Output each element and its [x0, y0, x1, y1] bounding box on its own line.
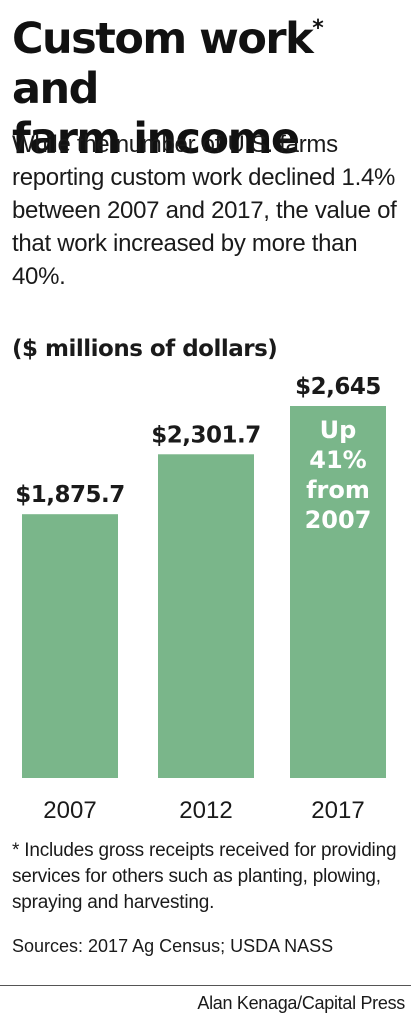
category-label-2012: 2012	[179, 797, 232, 824]
bar-2017	[290, 406, 386, 778]
credit: Alan Kenaga/Capital Press	[197, 993, 405, 1013]
category-label-2007: 2007	[43, 797, 96, 824]
annotation-line-3: from	[306, 476, 370, 504]
divider	[0, 985, 411, 986]
title-line2: farm income	[12, 114, 300, 164]
chart-subtitle: While the number of U.S. farms reporting…	[12, 131, 397, 290]
data-label-2012: $2,301.7	[151, 422, 261, 448]
category-label-2017: 2017	[311, 797, 364, 824]
annotation-line-1: Up	[320, 416, 357, 444]
title-line1: Custom work	[12, 14, 314, 64]
footnote: * Includes gross receipts received for p…	[12, 840, 397, 913]
bar-2007	[22, 514, 118, 778]
annotation-line-2: 41%	[309, 446, 366, 474]
bar-2012	[158, 454, 254, 778]
title-asterisk: *	[312, 16, 324, 41]
data-label-2007: $1,875.7	[15, 482, 125, 508]
bar-chart: $1,875.7 2007 $2,301.7 2012 $2,645 2017 Up41%f…	[15, 374, 386, 824]
title-line1-end: and	[12, 64, 99, 114]
data-label-2017: $2,645	[295, 374, 381, 400]
chart-title: Custom work* and farm income	[12, 4, 407, 164]
sources: Sources: 2017 Ag Census; USDA NASS	[12, 936, 334, 956]
units-label: ($ millions of dollars)	[12, 336, 278, 362]
annotation-line-4: 2007	[305, 506, 372, 534]
